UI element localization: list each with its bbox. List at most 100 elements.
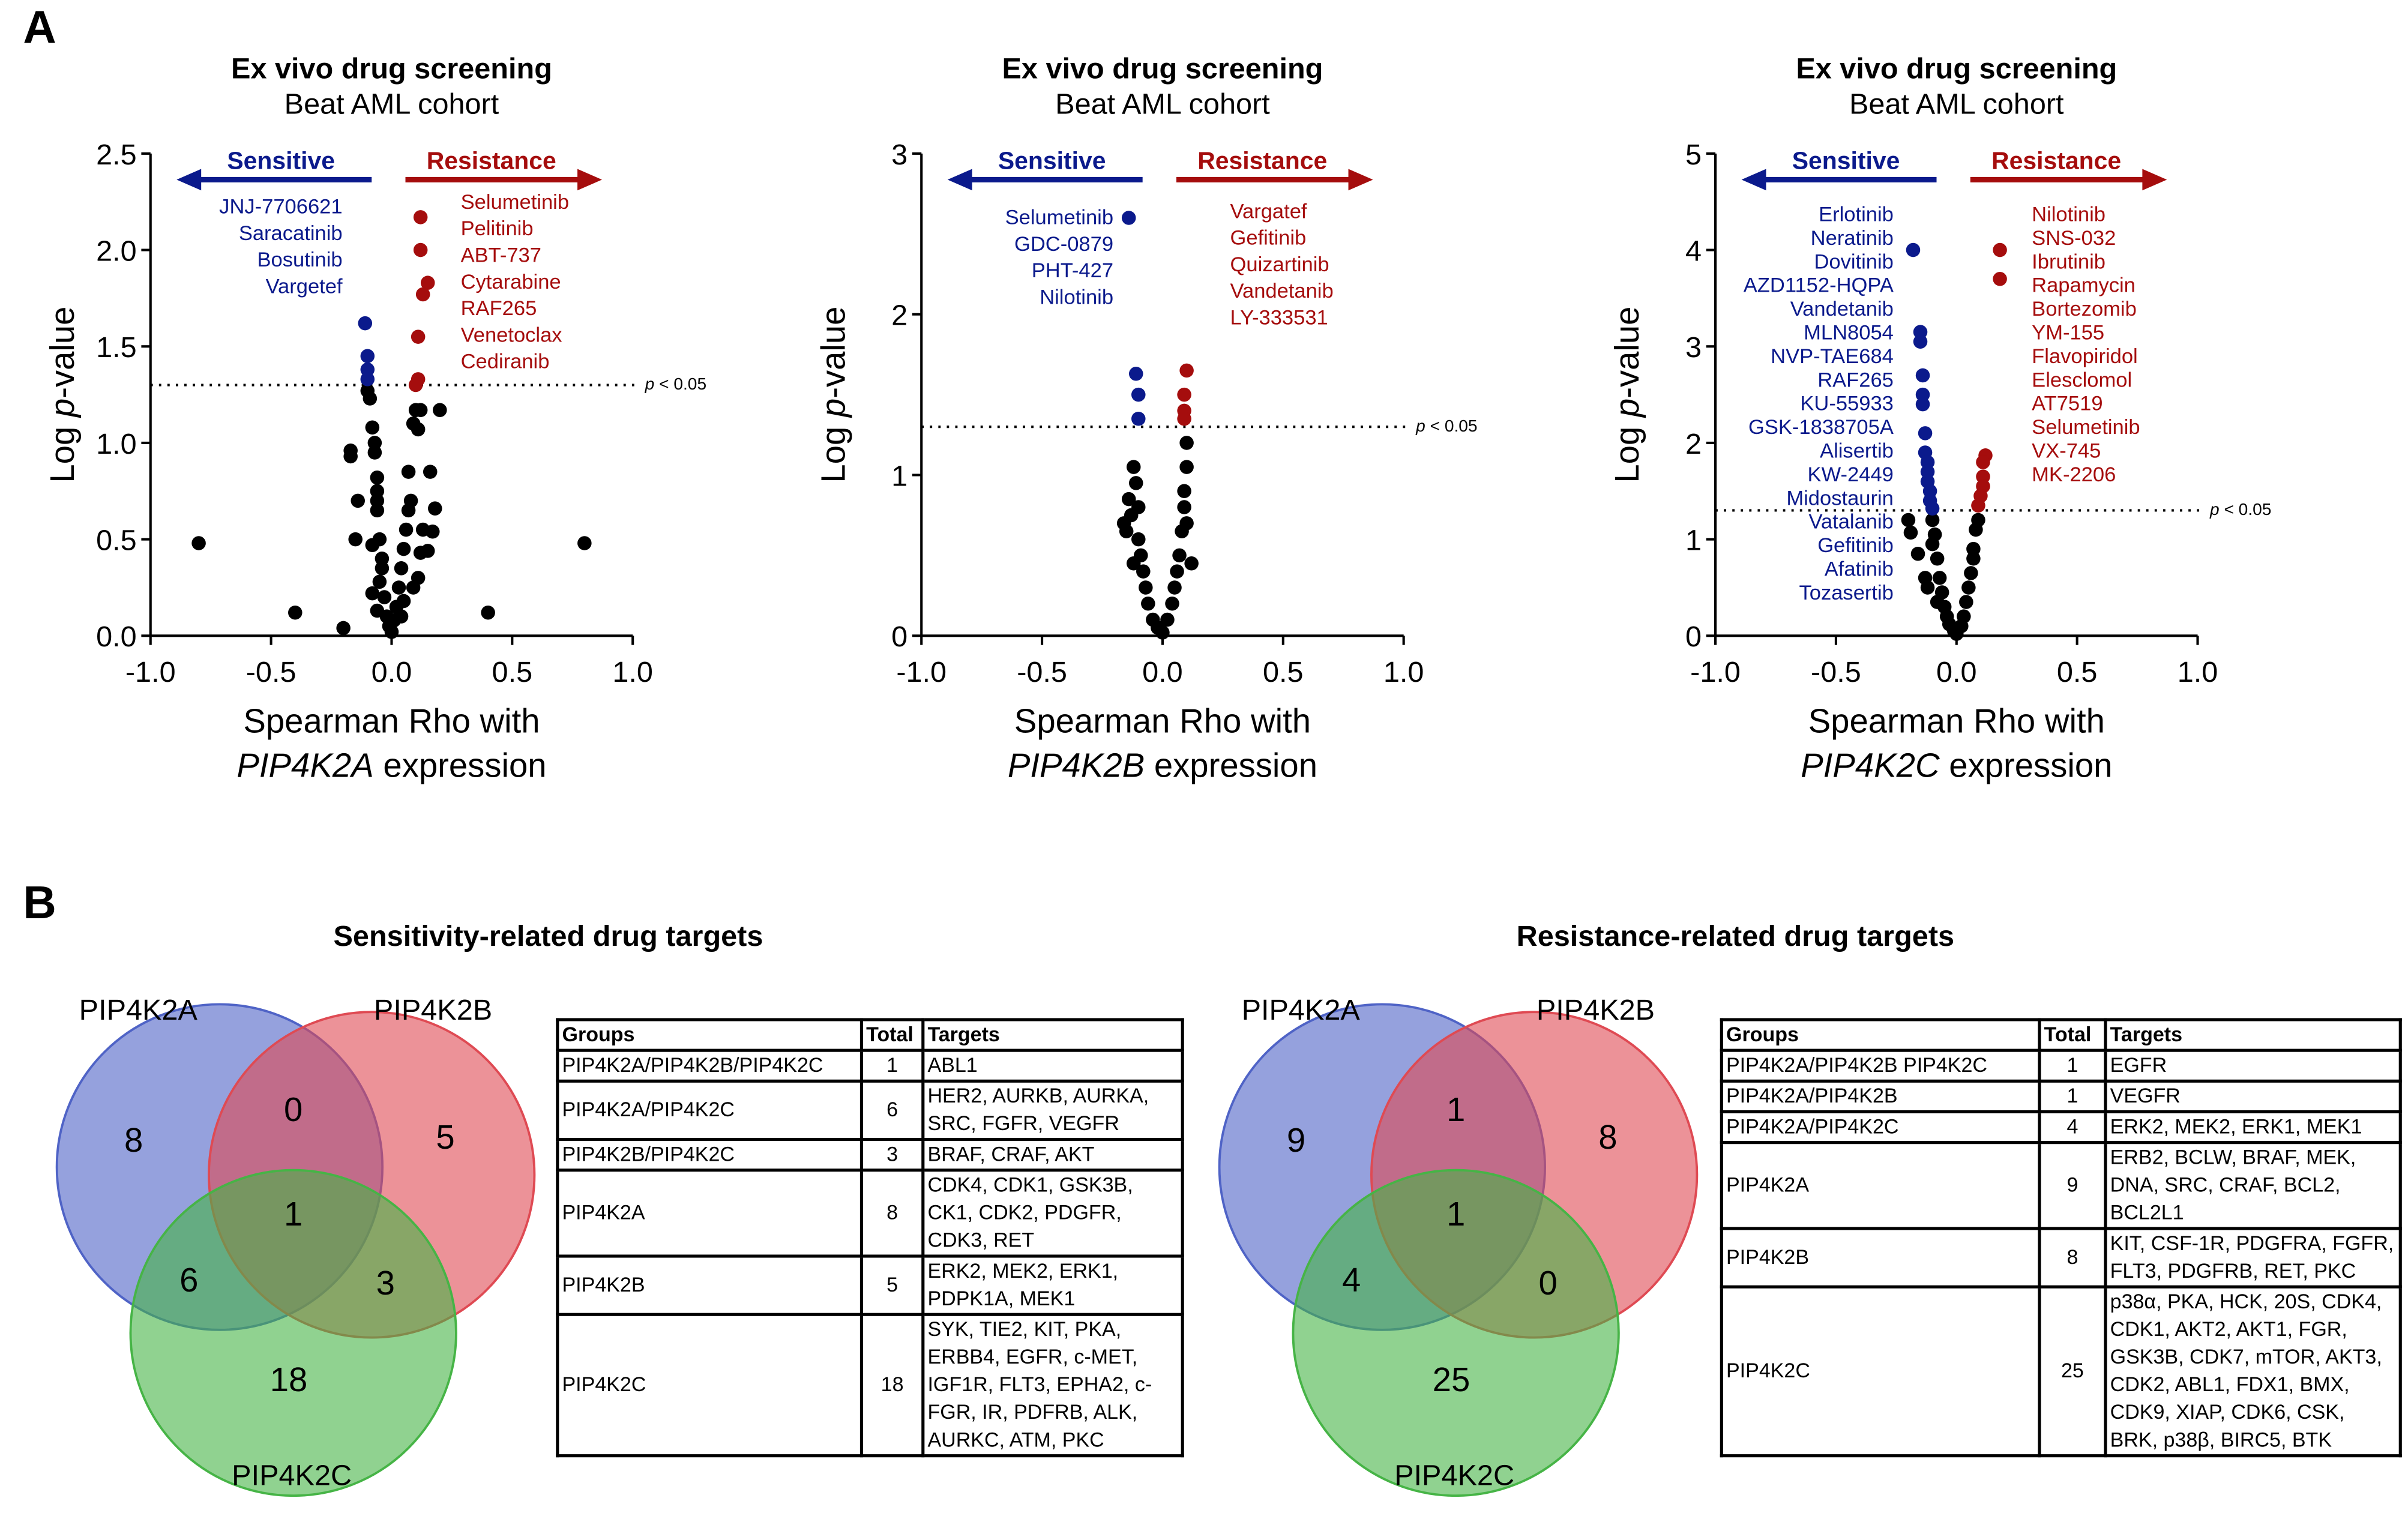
x-axis-label-suffix: expression	[1145, 747, 1317, 784]
data-point-not-significant	[425, 524, 440, 539]
resistant-drug-label: Vandetanib	[1230, 280, 1334, 302]
y-tick-label: 0	[891, 621, 908, 653]
y-tick-label: 3	[1685, 331, 1702, 364]
sensitive-drug-label: JNJ-7706621	[219, 196, 342, 218]
data-point-resistant	[411, 329, 426, 344]
data-point-sensitive	[360, 349, 375, 364]
data-point-not-significant	[481, 605, 495, 620]
sensitive-drug-label: KU-55933	[1800, 393, 1894, 415]
data-point-not-significant	[1177, 484, 1191, 499]
y-tick-label: 5	[1685, 139, 1702, 171]
data-point-not-significant	[372, 574, 387, 589]
y-tick-label: 2	[891, 299, 908, 332]
data-point-not-significant	[365, 420, 380, 435]
sensitive-arrow-head-icon	[947, 169, 972, 191]
venn-count-ab: 1	[1446, 1090, 1465, 1128]
sensitive-arrow-head-icon	[176, 169, 202, 191]
y-tick-label: 1	[891, 460, 908, 492]
data-point-not-significant	[348, 532, 363, 547]
data-point-not-significant	[1167, 580, 1182, 595]
data-point-sensitive	[1906, 242, 1921, 257]
resistant-drug-label: Elesclomol	[2032, 368, 2132, 391]
data-point-not-significant	[401, 465, 416, 479]
data-point-resistant	[1179, 363, 1194, 378]
sensitive-drug-label: Saracatinib	[239, 222, 343, 245]
data-point-not-significant	[391, 580, 406, 595]
group-cell: PIP4K2B	[1720, 1227, 2041, 1289]
data-point-not-significant	[1160, 612, 1175, 627]
resistant-drug-label: Nilotinib	[2032, 203, 2105, 226]
sensitive-drug-label: RAF265	[1817, 368, 1894, 391]
data-point-resistant	[1177, 387, 1191, 402]
panel-letter-a: A	[23, 3, 56, 54]
y-tick-label: 1.0	[96, 428, 137, 460]
x-tick-label: 0.5	[492, 656, 533, 688]
resistant-drug-label: Bortezomib	[2032, 298, 2137, 320]
x-tick-label: 0.5	[2057, 656, 2098, 688]
data-point-not-significant	[399, 522, 414, 537]
data-point-resistant	[413, 210, 428, 224]
data-point-not-significant	[396, 541, 411, 556]
x-tick-label: -0.5	[246, 656, 296, 688]
sensitive-drug-label: Bosutinib	[257, 248, 343, 271]
group-cell: PIP4K2B/PIP4K2C	[556, 1137, 863, 1172]
y-tick-label: 3	[891, 139, 908, 171]
threshold-label: p < 0.05	[2209, 500, 2271, 519]
venn-set-label: PIP4K2A	[79, 994, 198, 1026]
x-axis-label-suffix: expression	[374, 747, 547, 784]
data-point-not-significant	[191, 536, 206, 550]
y-tick-label: 0	[1685, 621, 1702, 653]
sensitive-drug-label: Gefitinib	[1817, 534, 1894, 557]
data-point-not-significant	[423, 465, 438, 479]
data-point-resistant	[1976, 455, 1990, 469]
sensitive-drug-label: Erlotinib	[1819, 203, 1894, 226]
resistance-arrow-head-icon	[577, 169, 603, 191]
threshold-label-p: p	[2209, 500, 2220, 519]
targets-cell: EGFR	[2104, 1048, 2402, 1083]
resistant-drug-label: Venetoclax	[461, 323, 562, 346]
data-point-not-significant	[1925, 537, 1940, 552]
group-cell: PIP4K2A/PIP4K2B	[1720, 1079, 2041, 1114]
venn-count-ab: 0	[284, 1090, 303, 1128]
x-axis-label-gene: PIP4K2A expression	[236, 747, 546, 784]
targets-cell: ABL1	[921, 1048, 1184, 1083]
x-axis-label-suffix: expression	[1940, 747, 2113, 784]
resistance-arrow-head-icon	[2142, 169, 2167, 191]
table-row: PIP4K2A 8 CDK4, CDK1, GSK3B, CK1, CDK2, PD…	[556, 1169, 1184, 1258]
y-label-suffix: -value	[43, 307, 81, 399]
data-point-sensitive	[1128, 367, 1143, 381]
threshold-label-p: p	[1415, 417, 1425, 435]
data-point-not-significant	[1131, 500, 1146, 514]
data-point-resistant	[1993, 271, 2007, 286]
targets-cell: SYK, TIE2, KIT, PKA, ERBB4, EGFR, c-MET,…	[921, 1313, 1184, 1458]
resistant-drug-label: Cediranib	[461, 350, 550, 373]
venn-count-ac: 4	[1342, 1261, 1361, 1299]
data-point-not-significant	[1139, 580, 1153, 595]
venn-set-label: PIP4K2C	[1394, 1459, 1514, 1491]
column-header-groups: Groups	[1720, 1018, 2041, 1052]
resistant-drug-label: Pelitinib	[461, 217, 534, 240]
data-point-not-significant	[1920, 580, 1935, 595]
data-point-not-significant	[394, 561, 409, 576]
sensitive-drug-label: Vargetef	[266, 275, 343, 298]
targets-cell: p38α, PKA, HCK, 20S, CDK4, CDK1, AKT2, A…	[2104, 1285, 2402, 1458]
sensitive-drug-label: NVP-TAE684	[1771, 345, 1894, 368]
data-point-not-significant	[396, 594, 411, 609]
data-point-not-significant	[1179, 436, 1194, 450]
venn-count-b-only: 5	[436, 1118, 454, 1156]
threshold-label-value: < 0.05	[654, 374, 706, 393]
table-row: PIP4K2B/PIP4K2C 3 BRAF, CRAF, AKT	[556, 1137, 1184, 1172]
venn-count-bc: 0	[1539, 1264, 1558, 1302]
total-cell: 25	[2038, 1285, 2107, 1458]
y-tick-label: 4	[1685, 235, 1702, 267]
venn-count-c-only: 18	[270, 1361, 308, 1398]
data-point-not-significant	[1136, 564, 1151, 579]
y-label-prefix: Log	[1608, 417, 1646, 483]
data-point-not-significant	[1961, 580, 1976, 595]
data-point-sensitive	[1915, 368, 1930, 383]
table-row: PIP4K2A/PIP4K2B/PIP4K2C 1 ABL1	[556, 1048, 1184, 1083]
data-point-not-significant	[1131, 532, 1146, 547]
x-axis-label: Spearman Rho with	[243, 702, 540, 740]
